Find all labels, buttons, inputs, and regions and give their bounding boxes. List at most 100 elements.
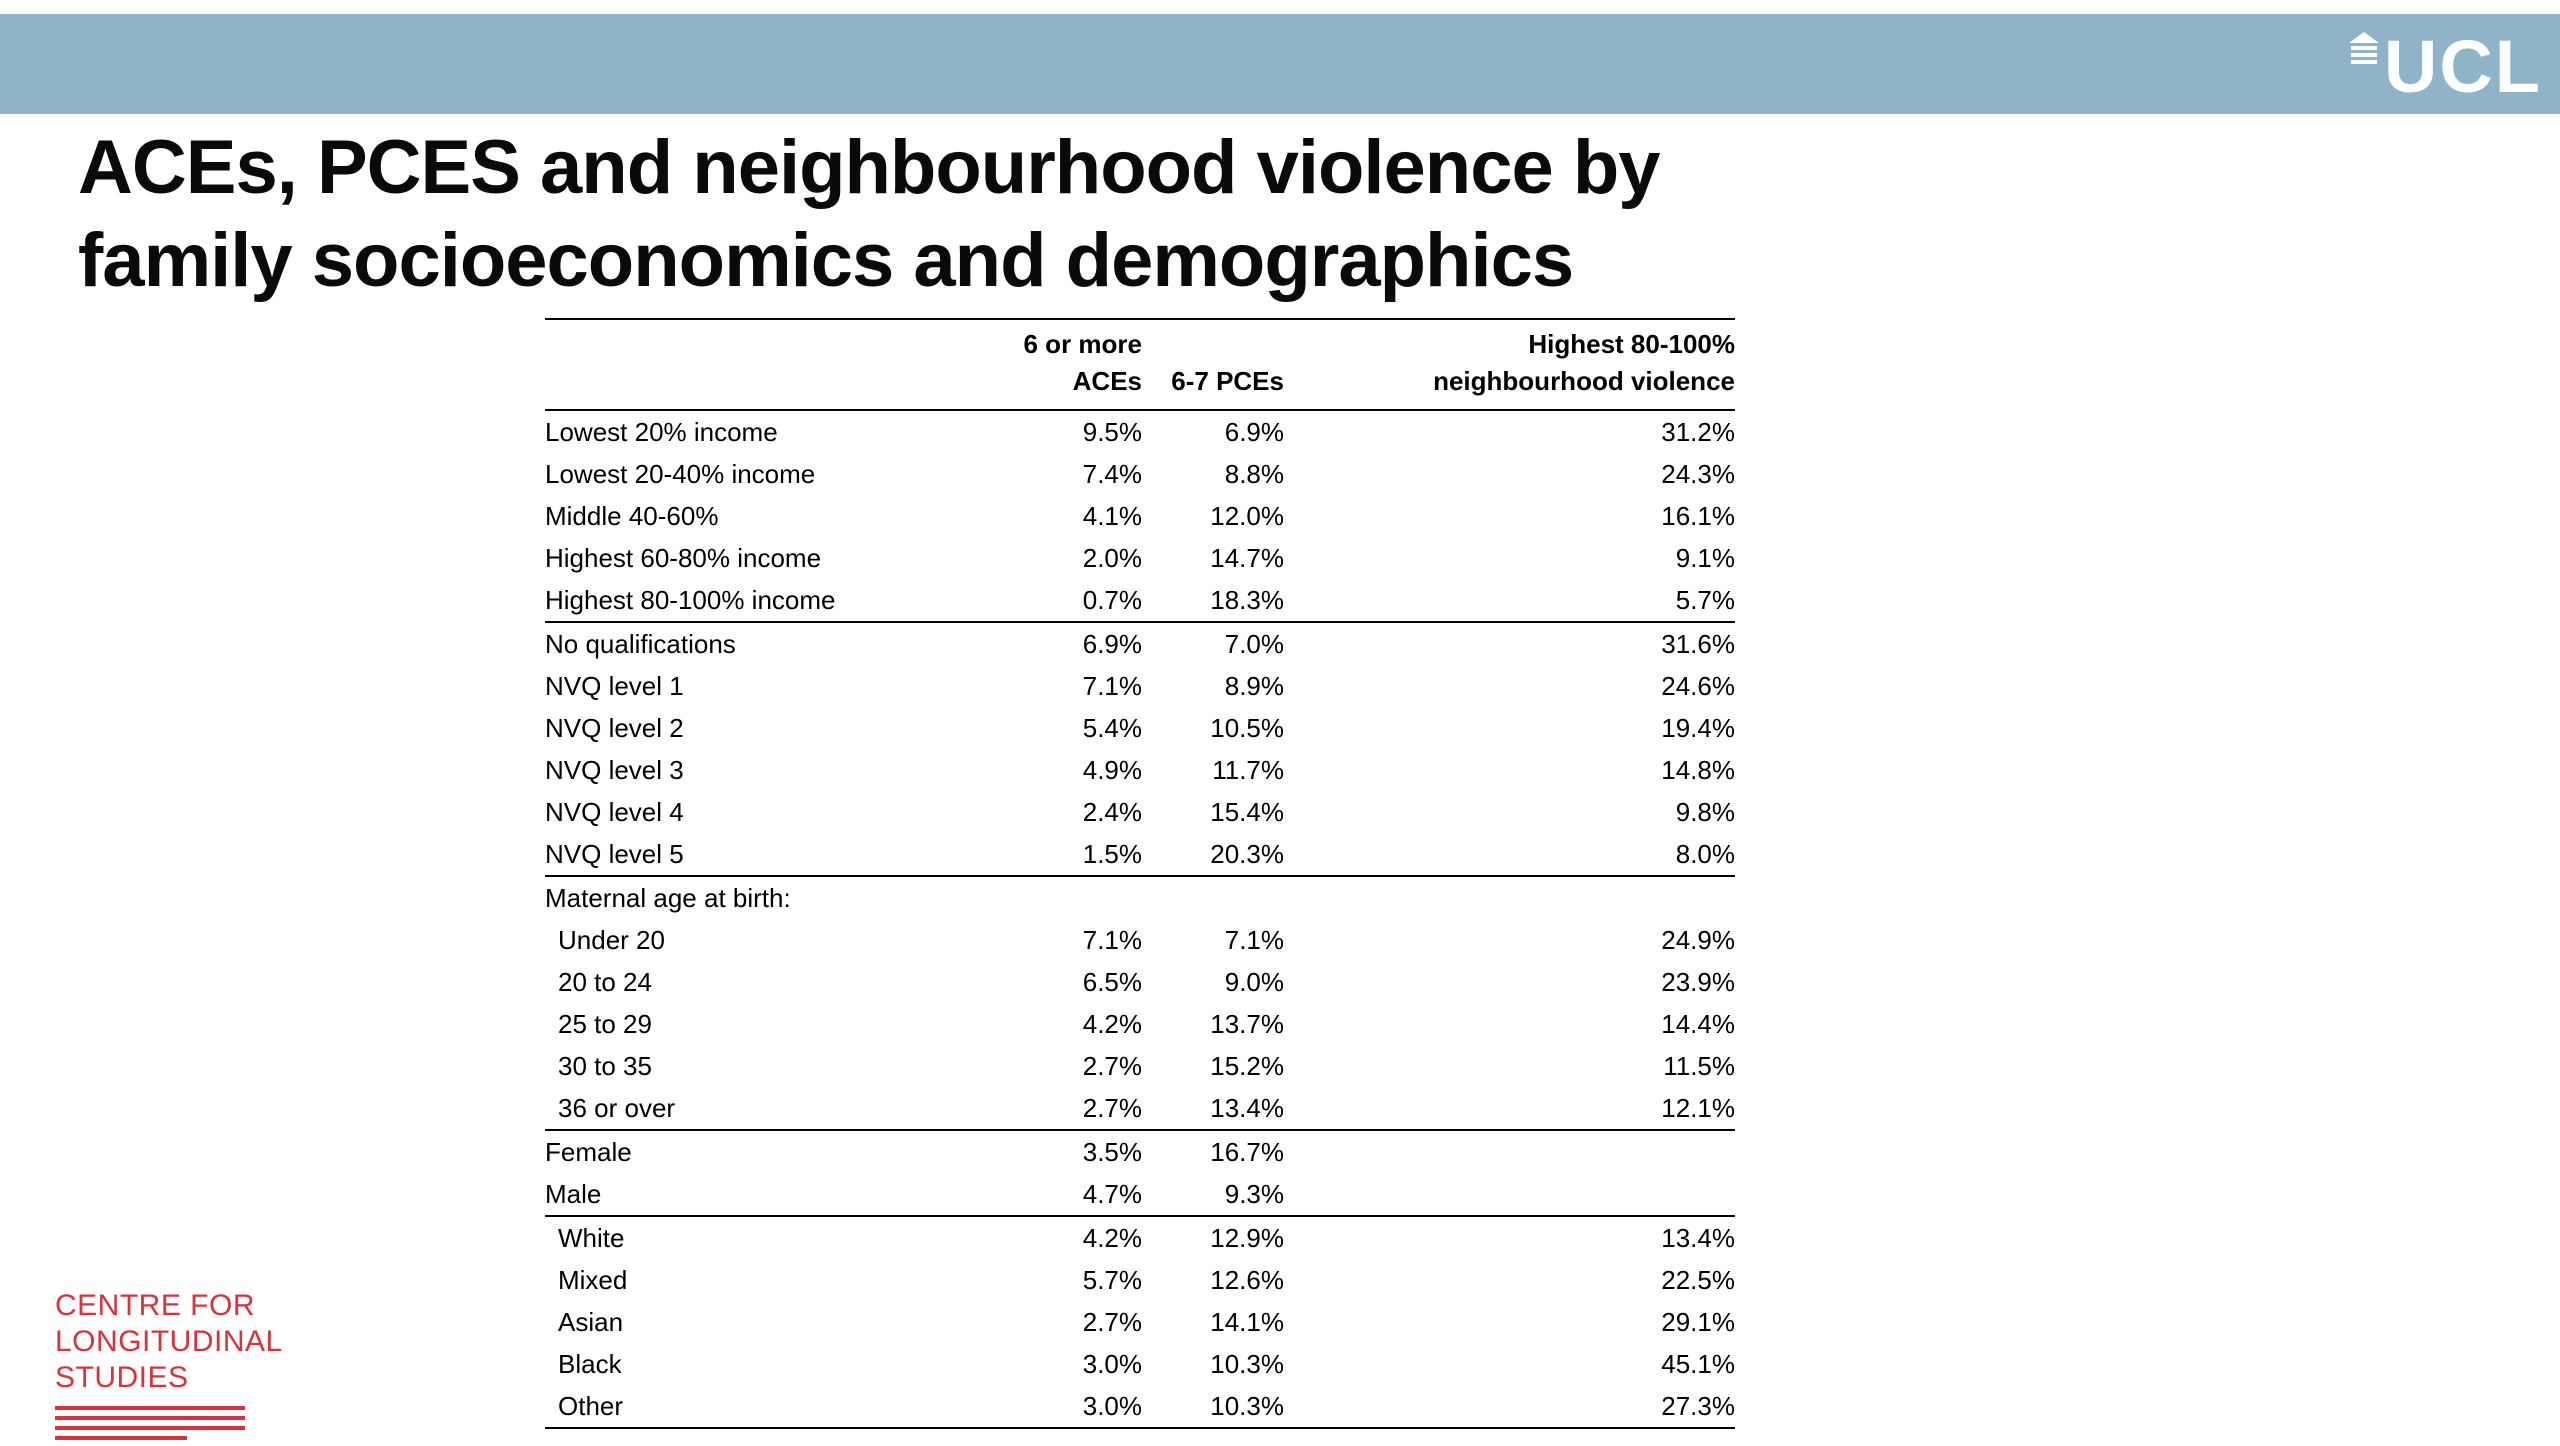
value-violence: 12.1% [1284, 1087, 1735, 1131]
value-pces [1142, 876, 1284, 919]
value-violence: 9.1% [1675, 542, 1735, 573]
row-label: Asian [558, 1306, 624, 1337]
header-aces-col: 6 or more ACEs [995, 318, 1143, 411]
table-row: Lowest 20% income 9.5% 6.9% 31.2% [545, 410, 1735, 453]
table-row: NVQ level 4 2.4% 15.4% 9.8% [545, 791, 1735, 833]
cls-rule-line [55, 1416, 245, 1420]
data-table: 6 or more ACEs 6-7 PCEs Highest 80-100% … [545, 318, 1735, 1429]
table-row: Lowest 20-40% income 7.4% 8.8% 24.3% [545, 453, 1735, 495]
value-pces: 14.1% [1210, 1306, 1284, 1337]
table-row: NVQ level 2 5.4% 10.5% 19.4% [545, 707, 1735, 749]
row-label: Female [545, 1136, 632, 1167]
value-aces: 2.0% [1082, 542, 1142, 573]
row-label: 25 to 29 [558, 1008, 652, 1039]
value-pces: 14.7% [1210, 542, 1284, 573]
table-row: Maternal age at birth: [545, 876, 1735, 919]
value-violence: 24.6% [1661, 670, 1735, 701]
table-row: Female 3.5% 16.7% [545, 1130, 1735, 1173]
table-row: Middle 40-60% 4.1% 12.0% 16.1% [545, 495, 1735, 537]
value-pces: 13.4% [1142, 1087, 1284, 1131]
row-label: Other [545, 1385, 995, 1429]
value-violence: 14.8% [1661, 754, 1735, 785]
cls-logo: CENTRE FOR LONGITUDINAL STUDIES [55, 1288, 283, 1446]
header-violence-col: Highest 80-100% neighbourhood violence [1284, 318, 1735, 411]
header-band [0, 14, 2560, 114]
value-violence: 13.4% [1661, 1222, 1735, 1253]
value-violence: 27.3% [1284, 1385, 1735, 1429]
table-row: No qualifications 6.9% 7.0% 31.6% [545, 622, 1735, 665]
row-label: Mixed [558, 1264, 628, 1295]
value-pces: 15.4% [1210, 796, 1284, 827]
table-row: 20 to 24 6.5% 9.0% 23.9% [545, 961, 1735, 1003]
value-pces: 15.2% [1210, 1050, 1284, 1081]
cls-rule-line [55, 1406, 245, 1410]
row-label: NVQ level 5 [545, 833, 995, 877]
value-pces: 10.3% [1142, 1385, 1284, 1429]
header-pces-spacer [1142, 326, 1284, 363]
value-violence: 9.8% [1675, 796, 1735, 827]
value-violence: 14.4% [1661, 1008, 1735, 1039]
value-aces: 6.9% [1082, 628, 1142, 659]
table-row: Highest 60-80% income 2.0% 14.7% 9.1% [545, 537, 1735, 579]
row-label: NVQ level 1 [545, 670, 684, 701]
table-row: 30 to 35 2.7% 15.2% 11.5% [545, 1045, 1735, 1087]
value-pces: 9.0% [1224, 966, 1284, 997]
value-pces: 6.9% [1224, 416, 1284, 447]
table-row: NVQ level 5 1.5% 20.3% 8.0% [545, 833, 1735, 877]
value-aces: 0.7% [995, 579, 1142, 623]
header-aces-line1: 6 or more [1023, 329, 1143, 359]
value-aces: 7.1% [1082, 670, 1142, 701]
value-pces: 10.5% [1210, 712, 1284, 743]
value-aces: 2.7% [1082, 1050, 1142, 1081]
header-pces-col: 6-7 PCEs [1142, 318, 1284, 411]
ucl-logo: UCL [2348, 25, 2542, 108]
table-row: Black 3.0% 10.3% 45.1% [545, 1343, 1735, 1385]
value-pces: 18.3% [1142, 579, 1284, 623]
value-violence: 24.3% [1661, 458, 1735, 489]
slide-title-line1: ACEs, PCES and neighbourhood violence by [78, 125, 1661, 210]
value-violence [1284, 876, 1735, 919]
value-aces: 3.5% [1082, 1136, 1142, 1167]
row-label: 36 or over [545, 1087, 995, 1131]
value-violence: 29.1% [1661, 1306, 1735, 1337]
value-violence: 8.0% [1284, 833, 1735, 877]
slide-title: ACEs, PCES and neighbourhood violence by… [78, 122, 1978, 307]
value-pces: 16.7% [1210, 1136, 1284, 1167]
header-pces-label: 6-7 PCEs [1171, 366, 1284, 396]
value-violence: 45.1% [1661, 1348, 1735, 1379]
header-label-col [545, 318, 995, 411]
table-row: NVQ level 1 7.1% 8.9% 24.6% [545, 665, 1735, 707]
table-row: Other 3.0% 10.3% 27.3% [545, 1385, 1735, 1429]
value-violence: 24.9% [1661, 924, 1735, 955]
value-pces: 10.3% [1210, 1348, 1284, 1379]
cls-logo-lines [55, 1406, 283, 1440]
row-label: NVQ level 4 [545, 796, 684, 827]
row-label: 20 to 24 [558, 966, 652, 997]
table-row: NVQ level 3 4.9% 11.7% 14.8% [545, 749, 1735, 791]
value-pces: 8.8% [1224, 458, 1284, 489]
table-row: 36 or over 2.7% 13.4% 12.1% [545, 1087, 1735, 1131]
ucl-logo-text: UCL [2383, 25, 2542, 108]
row-label: 30 to 35 [558, 1050, 652, 1081]
row-label: Under 20 [558, 924, 665, 955]
table-row: Asian 2.7% 14.1% 29.1% [545, 1301, 1735, 1343]
row-label: Male [545, 1173, 995, 1217]
value-pces: 20.3% [1142, 833, 1284, 877]
row-label: Highest 60-80% income [545, 542, 822, 573]
value-pces: 12.6% [1210, 1264, 1284, 1295]
header-violence-line1: Highest 80-100% [1528, 329, 1735, 359]
value-aces: 4.2% [1082, 1008, 1142, 1039]
cls-rule-line [55, 1436, 187, 1440]
value-aces: 2.4% [1082, 796, 1142, 827]
ucl-portico-icon [2348, 32, 2379, 73]
value-violence: 19.4% [1661, 712, 1735, 743]
value-aces: 5.4% [1082, 712, 1142, 743]
row-label: NVQ level 3 [545, 754, 684, 785]
value-aces: 5.7% [1082, 1264, 1142, 1295]
value-aces: 3.0% [1082, 1348, 1142, 1379]
value-pces: 13.7% [1210, 1008, 1284, 1039]
row-label: White [558, 1222, 625, 1253]
value-violence: 23.9% [1661, 966, 1735, 997]
value-aces: 9.5% [1082, 416, 1142, 447]
value-aces [995, 876, 1142, 919]
